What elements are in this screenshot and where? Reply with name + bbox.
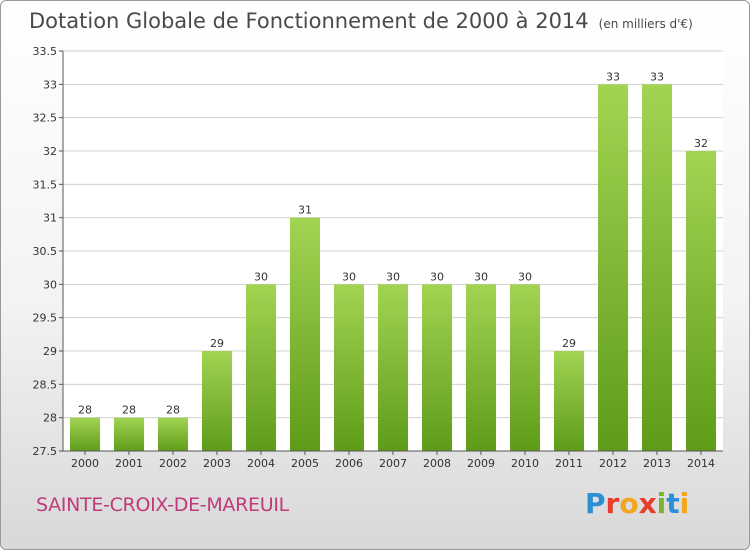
bar-2007 (378, 284, 408, 451)
x-tick-label: 2008 (423, 457, 451, 470)
data-label: 30 (386, 270, 400, 283)
y-tick-label: 30.5 (33, 245, 58, 258)
bar-2010 (510, 284, 540, 451)
bar-2003 (202, 351, 232, 451)
x-tick-label: 2009 (467, 457, 495, 470)
y-tick-label: 29.5 (33, 312, 58, 325)
y-tick-label: 31 (43, 212, 57, 225)
x-tick-label: 2014 (687, 457, 715, 470)
proxiti-logo: Proxiti (585, 487, 689, 520)
y-tick-label: 27.5 (33, 445, 58, 458)
logo-letter: r (605, 487, 620, 520)
commune-name: SAINTE-CROIX-DE-MAREUIL (36, 494, 289, 516)
y-tick-label: 29 (43, 345, 57, 358)
logo-letter: P (585, 487, 606, 520)
x-tick-label: 2003 (203, 457, 231, 470)
bar-2000 (70, 417, 100, 451)
data-label: 28 (166, 404, 180, 417)
bar-2011 (554, 351, 584, 451)
y-tick-label: 33 (43, 78, 57, 91)
x-tick-label: 2007 (379, 457, 407, 470)
x-tick-label: 2012 (599, 457, 627, 470)
data-label: 32 (694, 137, 708, 150)
logo-letter: x (638, 487, 657, 520)
x-tick-label: 2005 (291, 457, 319, 470)
logo-letter: i (656, 487, 667, 520)
y-tick-label: 28 (43, 412, 57, 425)
data-label: 33 (606, 70, 620, 83)
bar-2002 (158, 417, 188, 451)
data-label: 31 (298, 204, 312, 217)
x-tick-label: 2006 (335, 457, 363, 470)
x-tick-label: 2000 (71, 457, 99, 470)
chart-title: Dotation Globale de Fonctionnement de 20… (29, 9, 693, 33)
data-label: 33 (650, 70, 664, 83)
y-tick-label: 28.5 (33, 378, 58, 391)
data-label: 30 (254, 270, 268, 283)
unit-label: (en milliers d'€) (598, 17, 693, 31)
y-tick-label: 32.5 (33, 112, 58, 125)
data-label: 28 (122, 404, 136, 417)
data-label: 30 (430, 270, 444, 283)
bar-2001 (114, 417, 144, 451)
y-tick-label: 31.5 (33, 178, 58, 191)
bar-2009 (466, 284, 496, 451)
bar-2014 (686, 151, 716, 451)
bar-2012 (598, 84, 628, 451)
x-tick-label: 2013 (643, 457, 671, 470)
data-label: 30 (518, 270, 532, 283)
data-label: 28 (78, 404, 92, 417)
bar-2006 (334, 284, 364, 451)
y-tick-label: 30 (43, 278, 57, 291)
x-tick-label: 2011 (555, 457, 583, 470)
logo-letter: o (619, 487, 639, 520)
data-label: 29 (210, 337, 224, 350)
y-tick-label: 33.5 (33, 45, 58, 58)
bar-2005 (290, 217, 320, 451)
logo-letter: i (679, 487, 690, 520)
bar-2004 (246, 284, 276, 451)
x-tick-label: 2001 (115, 457, 143, 470)
chart-title-text: Dotation Globale de Fonctionnement de 20… (29, 9, 589, 33)
x-tick-label: 2002 (159, 457, 187, 470)
data-label: 30 (474, 270, 488, 283)
x-tick-label: 2004 (247, 457, 275, 470)
y-tick-label: 32 (43, 145, 57, 158)
data-label: 29 (562, 337, 576, 350)
bar-2008 (422, 284, 452, 451)
logo-letter: t (666, 487, 680, 520)
data-label: 30 (342, 270, 356, 283)
x-tick-label: 2010 (511, 457, 539, 470)
bar-2013 (642, 84, 672, 451)
